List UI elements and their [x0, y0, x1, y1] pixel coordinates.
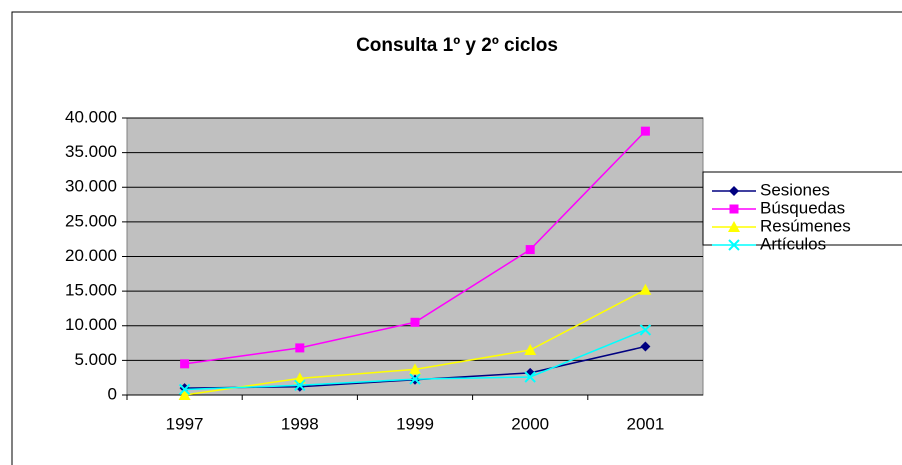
legend-label: Sesiones: [760, 180, 830, 199]
y-tick-label: 25.000: [65, 211, 117, 230]
data-point: [178, 389, 191, 400]
data-point: [295, 343, 305, 353]
y-tick-label: 40.000: [65, 107, 117, 126]
data-point: [639, 324, 652, 336]
data-point: [294, 379, 306, 392]
data-point: [293, 372, 306, 384]
y-tick-label: 0: [108, 384, 117, 403]
y-tick-label: 5.000: [74, 350, 117, 369]
data-point: [525, 245, 535, 255]
legend-label: Resúmenes: [760, 216, 851, 235]
x-tick-label: 1998: [281, 414, 319, 433]
data-point: [409, 373, 421, 385]
x-tick-label: 1999: [396, 414, 434, 433]
data-point: [640, 341, 651, 352]
y-tick-label: 10.000: [65, 315, 117, 334]
y-tick-label: 20.000: [65, 246, 117, 265]
x-tick-label: 2000: [511, 414, 549, 433]
data-point: [180, 359, 190, 369]
legend-marker: [728, 221, 740, 232]
data-point: [410, 317, 420, 327]
data-point: [640, 126, 650, 136]
data-point: [409, 363, 421, 375]
x-tick-label: 1997: [166, 414, 204, 433]
legend-marker: [728, 239, 740, 251]
y-tick-label: 35.000: [65, 142, 117, 161]
chart-title: Consulta 1º y 2º ciclos: [356, 35, 558, 56]
legend-marker: [729, 186, 739, 196]
data-point: [524, 343, 537, 355]
y-tick-label: 15.000: [65, 281, 117, 300]
legend-marker: [729, 204, 739, 214]
data-point: [178, 383, 191, 396]
legend-label: Búsquedas: [760, 198, 845, 217]
legend-label: Artículos: [760, 234, 826, 253]
data-point: [639, 283, 652, 295]
x-tick-label: 2001: [626, 414, 664, 433]
y-tick-label: 30.000: [65, 177, 117, 196]
data-point: [524, 371, 536, 383]
